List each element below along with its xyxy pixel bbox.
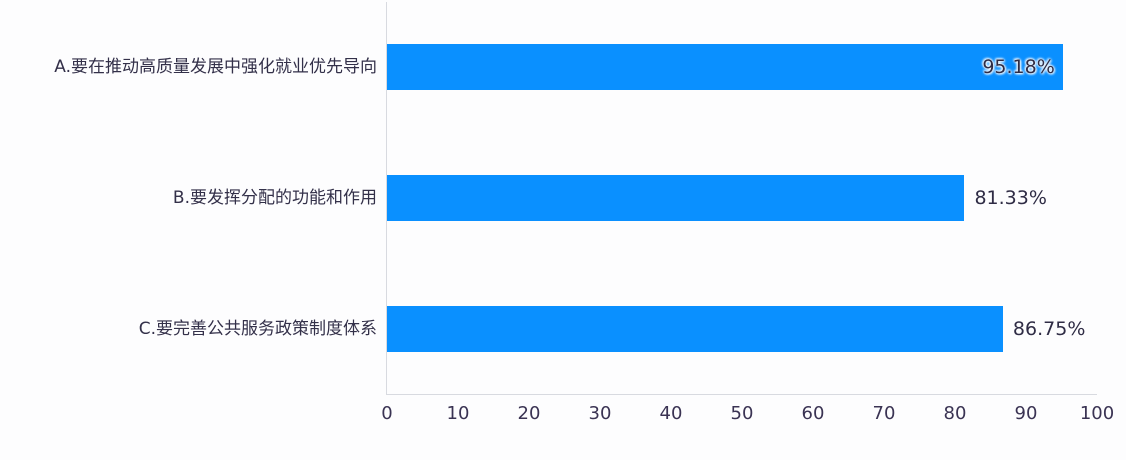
x-tick-label: 90 — [1014, 403, 1038, 424]
x-tick-label: 50 — [730, 403, 754, 424]
y-axis-line — [386, 2, 387, 394]
bar — [387, 175, 965, 221]
x-tick-label: 70 — [872, 403, 896, 424]
value-label: 86.75% — [1012, 317, 1086, 340]
category-label: C.要完善公共服务政策制度体系 — [138, 318, 377, 339]
value-label: 95.18% — [982, 56, 1055, 79]
category-label: A.要在推动高质量发展中强化就业优先导向 — [54, 57, 377, 78]
category-label: B.要发挥分配的功能和作用 — [172, 188, 377, 208]
bar — [387, 305, 1003, 352]
x-tick-label: 60 — [801, 403, 825, 424]
x-tick-label: 80 — [943, 403, 967, 424]
value-label: 81.33% — [974, 187, 1047, 209]
x-tick-label: 30 — [588, 403, 612, 424]
x-tick-label: 100 — [1079, 403, 1115, 424]
x-tick-label: 10 — [446, 403, 470, 424]
x-tick-label: 40 — [659, 403, 683, 424]
bar — [387, 44, 1063, 91]
x-tick-label: 20 — [517, 403, 541, 424]
x-axis-line — [386, 394, 1097, 395]
x-tick-label: 0 — [381, 403, 393, 424]
